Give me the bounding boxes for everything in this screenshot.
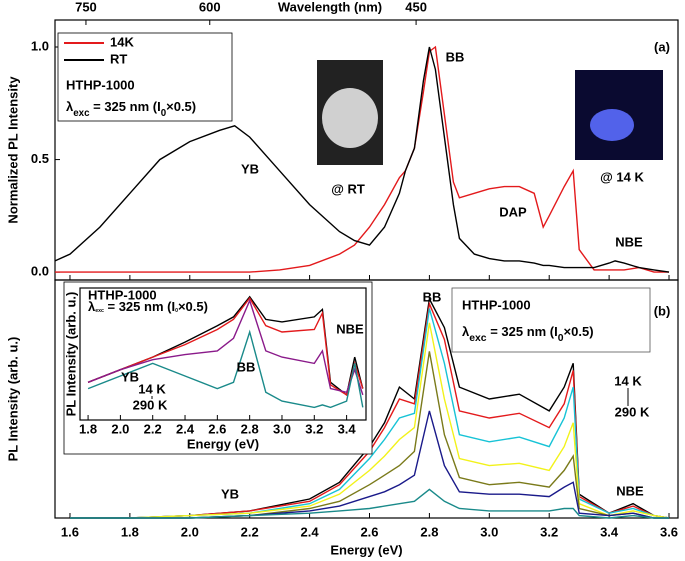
axes-frame xyxy=(54,279,679,519)
legend-box xyxy=(57,32,233,122)
legend-label: RT xyxy=(110,51,127,66)
excitation-part: λ xyxy=(66,99,74,114)
excitation-label: λexc = 325 nm (I0×0.5) xyxy=(462,324,594,344)
annotation: 14 K xyxy=(614,373,642,388)
excitation-part: = 325 nm (I xyxy=(90,99,161,114)
panel-label: (b) xyxy=(654,303,671,318)
x2-tick-label: 600 xyxy=(199,0,221,14)
annotation: 290 K xyxy=(615,404,650,419)
y-tick-label: 0.0 xyxy=(31,264,49,279)
excitation-part: exc xyxy=(73,108,90,119)
x-tick-label: 2.0 xyxy=(111,421,129,436)
excitation-part: λ xyxy=(88,299,96,314)
x-tick-label: 3.6 xyxy=(660,524,678,539)
y-tick-label: 1.0 xyxy=(31,38,49,53)
annotation: @ 14 K xyxy=(600,169,644,184)
annotation: BB xyxy=(446,49,465,64)
photo-glow xyxy=(322,88,378,148)
excitation-label: λexc = 325 nm (I0×0.5) xyxy=(88,299,208,314)
x-tick-label: 1.8 xyxy=(79,421,97,436)
excitation-label: λexc = 325 nm (I0×0.5) xyxy=(66,99,196,119)
x-axis-label: Energy (eV) xyxy=(330,542,402,557)
sample-label: HTHP-1000 xyxy=(462,297,531,312)
excitation-part: λ xyxy=(462,324,470,339)
annotation: YB xyxy=(241,161,259,176)
annotation: @ RT xyxy=(331,181,365,196)
excitation-part: exc xyxy=(95,308,104,314)
legend-label: 14K xyxy=(110,34,134,49)
x-axis-label: Energy (eV) xyxy=(187,436,259,451)
series-line xyxy=(87,298,364,396)
excitation-part: ×0.5) xyxy=(166,99,196,114)
x-tick-label: 2.6 xyxy=(360,524,378,539)
series-line xyxy=(70,322,670,519)
y-axis-label: Normalized PL Intensity xyxy=(5,76,20,224)
y-tick-label: 0.5 xyxy=(31,151,49,166)
x2-axis-label: Wavelength (nm) xyxy=(278,0,382,14)
x-tick-label: 3.4 xyxy=(600,524,619,539)
annotation: NBE xyxy=(336,321,364,336)
x2-tick-label: 750 xyxy=(75,0,97,14)
series-line xyxy=(70,308,670,519)
x-tick-label: 2.6 xyxy=(208,421,226,436)
x-tick-label: 2.2 xyxy=(144,421,162,436)
excitation-part: exc xyxy=(469,333,487,344)
series-line xyxy=(87,329,364,409)
x-tick-label: 2.8 xyxy=(420,524,438,539)
sample-label: HTHP-1000 xyxy=(66,77,135,92)
x-tick-label: 3.4 xyxy=(338,421,357,436)
annotation: DAP xyxy=(499,204,527,219)
x-tick-label: 2.0 xyxy=(181,524,199,539)
x-tick-label: 3.2 xyxy=(540,524,558,539)
annotation: BB xyxy=(237,359,256,374)
annotation: NBE xyxy=(615,234,643,249)
photo-glow xyxy=(590,109,634,141)
x-tick-label: 2.8 xyxy=(241,421,259,436)
x-tick-label: 2.4 xyxy=(176,421,195,436)
annotation: BB xyxy=(423,289,442,304)
panel-label: (a) xyxy=(654,39,670,54)
sample-label: HTHP-1000 xyxy=(88,287,157,302)
x-tick-label: 2.4 xyxy=(301,524,320,539)
series-line xyxy=(70,351,669,519)
y-axis-label: PL Intensity (arb. u.) xyxy=(5,337,20,462)
series-line xyxy=(70,301,670,519)
x-tick-label: 3.2 xyxy=(305,421,323,436)
x-tick-label: 3.0 xyxy=(273,421,291,436)
annotation: YB xyxy=(121,369,139,384)
series-line xyxy=(54,46,670,273)
excitation-part: 0 xyxy=(558,333,564,344)
excitation-part: 0 xyxy=(175,308,178,314)
sample-box xyxy=(451,287,651,353)
annotation: 290 K xyxy=(133,397,168,412)
x-tick-label: 1.6 xyxy=(61,524,79,539)
series-line xyxy=(70,488,669,519)
axes-frame xyxy=(79,287,367,421)
excitation-part: = 325 nm (I xyxy=(104,299,175,314)
series-line xyxy=(55,45,669,273)
excitation-part: ×0.5) xyxy=(564,324,594,339)
y-axis-label: PL Intensity (arb. u.) xyxy=(63,292,78,417)
annotation: YB xyxy=(221,486,239,501)
series-line xyxy=(70,410,669,519)
excitation-part: 0 xyxy=(161,108,167,119)
excitation-part: ×0.5) xyxy=(178,299,208,314)
series-line xyxy=(70,296,670,519)
x-tick-label: 3.0 xyxy=(480,524,498,539)
annotation: NBE xyxy=(616,483,644,498)
x-tick-label: 2.2 xyxy=(241,524,259,539)
x-tick-label: 1.8 xyxy=(121,524,139,539)
annotation: 14 K xyxy=(138,381,166,396)
excitation-part: = 325 nm (I xyxy=(487,324,558,339)
x2-tick-label: 450 xyxy=(405,0,427,14)
